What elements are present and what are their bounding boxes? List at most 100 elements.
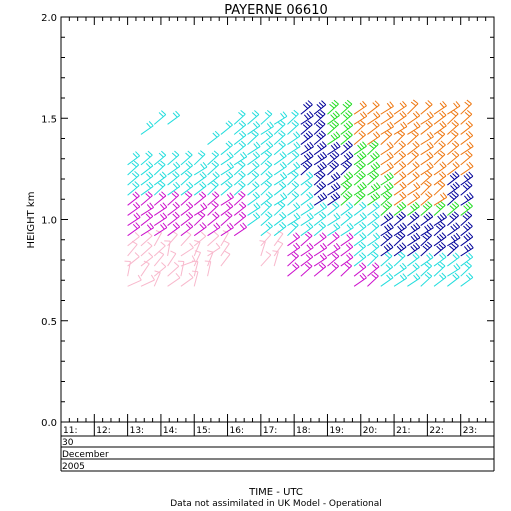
wind-barb xyxy=(433,150,446,166)
wind-barb xyxy=(340,140,353,156)
wind-barb xyxy=(460,211,473,226)
x-axis: 11: 12: 13: 14: 15: 16: 17: 18: 19: 20: 21: 22: 23: xyxy=(63,17,487,436)
wind-barb xyxy=(273,211,287,226)
wind-barb xyxy=(287,221,299,237)
wind-barb xyxy=(380,212,394,226)
wind-barb xyxy=(407,99,419,115)
wind-barb xyxy=(153,191,167,206)
wind-barb xyxy=(300,252,314,267)
wind-barb xyxy=(140,252,154,267)
wind-barb xyxy=(260,160,273,176)
wind-barb xyxy=(167,201,180,216)
wind-barb xyxy=(260,150,273,166)
wind-barb xyxy=(207,222,221,237)
wind-barb xyxy=(367,262,380,277)
wind-barb xyxy=(447,109,459,125)
wind-barb xyxy=(233,222,247,237)
wind-barb xyxy=(433,212,447,226)
wind-barb xyxy=(313,262,327,277)
wind-barb xyxy=(447,211,459,226)
wind-barb xyxy=(313,252,328,267)
x-tick-label: 21: xyxy=(396,426,410,436)
wind-barb xyxy=(380,242,394,257)
wind-barb xyxy=(140,241,153,257)
wind-barb xyxy=(220,181,233,196)
wind-barb xyxy=(393,242,407,257)
wind-barb xyxy=(447,222,461,237)
wind-barb xyxy=(140,274,155,287)
wind-barb xyxy=(300,242,314,257)
wind-barb xyxy=(273,161,287,176)
wind-barb xyxy=(247,202,261,216)
wind-barb xyxy=(420,271,433,287)
wind-barb xyxy=(353,100,367,115)
wind-barb xyxy=(433,252,447,267)
wind-barb xyxy=(313,170,326,186)
model-note: Data not assimilated in UK Model - Opera… xyxy=(170,499,381,509)
wind-barb xyxy=(220,162,234,176)
wind-barb xyxy=(233,170,246,186)
wind-barb xyxy=(300,141,314,156)
wind-barb xyxy=(180,150,193,166)
wind-barb xyxy=(300,160,313,176)
wind-barb xyxy=(273,221,287,237)
wind-barb xyxy=(340,191,353,206)
wind-barb xyxy=(380,191,393,206)
wind-barb xyxy=(327,141,341,156)
wind-barb xyxy=(127,212,141,226)
wind-barb xyxy=(353,201,367,216)
wind-barb xyxy=(233,201,247,216)
wind-barb xyxy=(353,190,366,206)
wind-barb xyxy=(340,160,353,176)
wind-barb xyxy=(407,110,421,125)
wind-barb xyxy=(167,250,177,267)
wind-barb xyxy=(153,250,165,267)
wind-barb xyxy=(420,241,433,257)
wind-barb xyxy=(393,110,407,125)
wind-barb xyxy=(180,170,193,186)
wind-barb xyxy=(220,250,231,267)
wind-barb xyxy=(380,251,393,267)
wind-barb xyxy=(447,101,461,115)
wind-barb xyxy=(327,232,340,247)
wind-barb xyxy=(433,261,446,277)
wind-barb xyxy=(393,273,408,287)
wind-barb xyxy=(180,221,194,237)
wind-barb xyxy=(153,171,167,186)
y-tick-label: 1.5 xyxy=(41,114,57,125)
wind-barb xyxy=(367,221,380,237)
wind-barb xyxy=(207,191,220,206)
date-day: 30 xyxy=(62,438,74,448)
wind-barb xyxy=(313,192,328,206)
wind-barb xyxy=(367,151,380,166)
wind-barb xyxy=(460,99,472,115)
wind-barb xyxy=(327,222,341,237)
wind-barb xyxy=(193,191,207,206)
wind-barb xyxy=(393,171,407,186)
wind-barb xyxy=(460,161,474,176)
wind-barb xyxy=(167,171,180,186)
wind-barb xyxy=(260,251,272,267)
wind-barb xyxy=(327,99,339,115)
wind-barb xyxy=(220,140,233,156)
wind-barb xyxy=(180,201,194,216)
y-tick-label: 2.0 xyxy=(41,13,57,24)
wind-barb xyxy=(233,190,246,206)
wind-barb xyxy=(353,151,367,166)
wind-barb xyxy=(433,221,446,237)
wind-barb xyxy=(393,262,407,277)
wind-barb xyxy=(407,201,420,216)
wind-barb xyxy=(193,211,206,226)
wind-barb xyxy=(353,120,366,135)
wind-barb xyxy=(420,180,432,196)
wind-barb xyxy=(340,242,354,257)
wind-barb xyxy=(167,261,180,277)
wind-barb xyxy=(420,141,434,156)
wind-barb xyxy=(447,181,460,196)
wind-barb xyxy=(393,100,407,115)
wind-barb xyxy=(273,192,288,206)
wind-barb xyxy=(367,161,381,176)
wind-barb xyxy=(287,202,301,216)
wind-barb xyxy=(204,260,212,277)
wind-barb xyxy=(273,151,287,166)
